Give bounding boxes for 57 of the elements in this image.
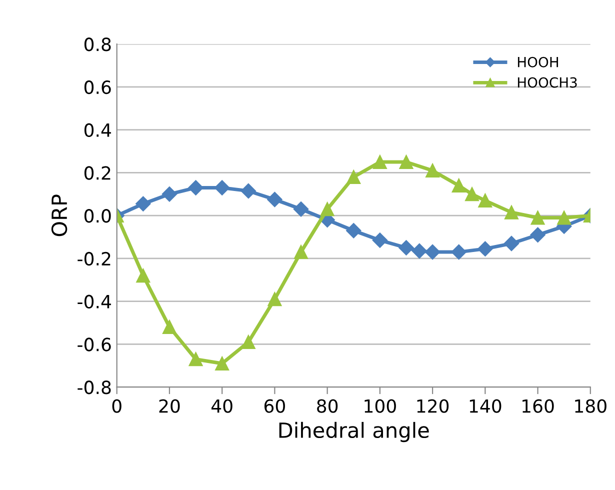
y-tick-label: 0.8 [84, 38, 111, 52]
point [530, 227, 546, 242]
point [426, 164, 440, 178]
y-axis-title: ORP [51, 194, 68, 236]
point [268, 292, 282, 306]
x-tick-label: 60 [264, 399, 285, 413]
point [557, 210, 572, 225]
x-tick-label: 140 [470, 399, 502, 413]
y-tick-label: -0.2 [78, 252, 110, 266]
point [294, 245, 308, 259]
y-tick-label: -0.4 [78, 294, 111, 308]
x-tick-label: 0 [112, 399, 122, 413]
x-axis-title: Dihedral angle [279, 422, 429, 442]
x-tick-label: 160 [522, 399, 554, 413]
x-tick-label: 40 [211, 399, 232, 413]
point [136, 196, 151, 212]
y-tick-label: 0.0 [84, 209, 111, 223]
point [452, 178, 466, 193]
point [412, 243, 427, 259]
point [372, 232, 388, 248]
point [451, 244, 466, 260]
point [465, 187, 479, 202]
x-tick-label: 180 [575, 399, 606, 413]
point [346, 170, 361, 184]
point [188, 352, 203, 366]
legend-label: HOOCH3 [518, 77, 577, 88]
point [240, 183, 256, 199]
point [267, 192, 282, 208]
point [504, 236, 520, 252]
point [162, 320, 176, 334]
point [478, 241, 493, 256]
point [399, 155, 414, 169]
y-tick-label: 0.4 [84, 123, 111, 137]
point [398, 240, 414, 256]
point [346, 223, 362, 238]
x-tick-label: 20 [159, 399, 180, 413]
point [215, 356, 230, 370]
point [320, 202, 334, 216]
y-tick-label: -0.6 [78, 338, 111, 352]
x-tick-label: 80 [317, 399, 338, 413]
point [162, 186, 178, 202]
legend-label: HOOH [518, 56, 558, 68]
point [372, 155, 387, 169]
point [478, 194, 492, 208]
point [136, 268, 150, 283]
point [188, 180, 204, 196]
y-tick-label: 0.6 [84, 80, 111, 94]
point [504, 205, 518, 220]
x-tick-label: 120 [417, 399, 449, 413]
y-tick-label: 0.2 [84, 166, 110, 180]
point [530, 210, 545, 225]
y-tick-label: -0.8 [78, 380, 111, 394]
point [241, 335, 256, 350]
point [214, 180, 230, 196]
point [424, 244, 440, 260]
x-tick-label: 100 [364, 399, 396, 413]
point [293, 202, 309, 217]
